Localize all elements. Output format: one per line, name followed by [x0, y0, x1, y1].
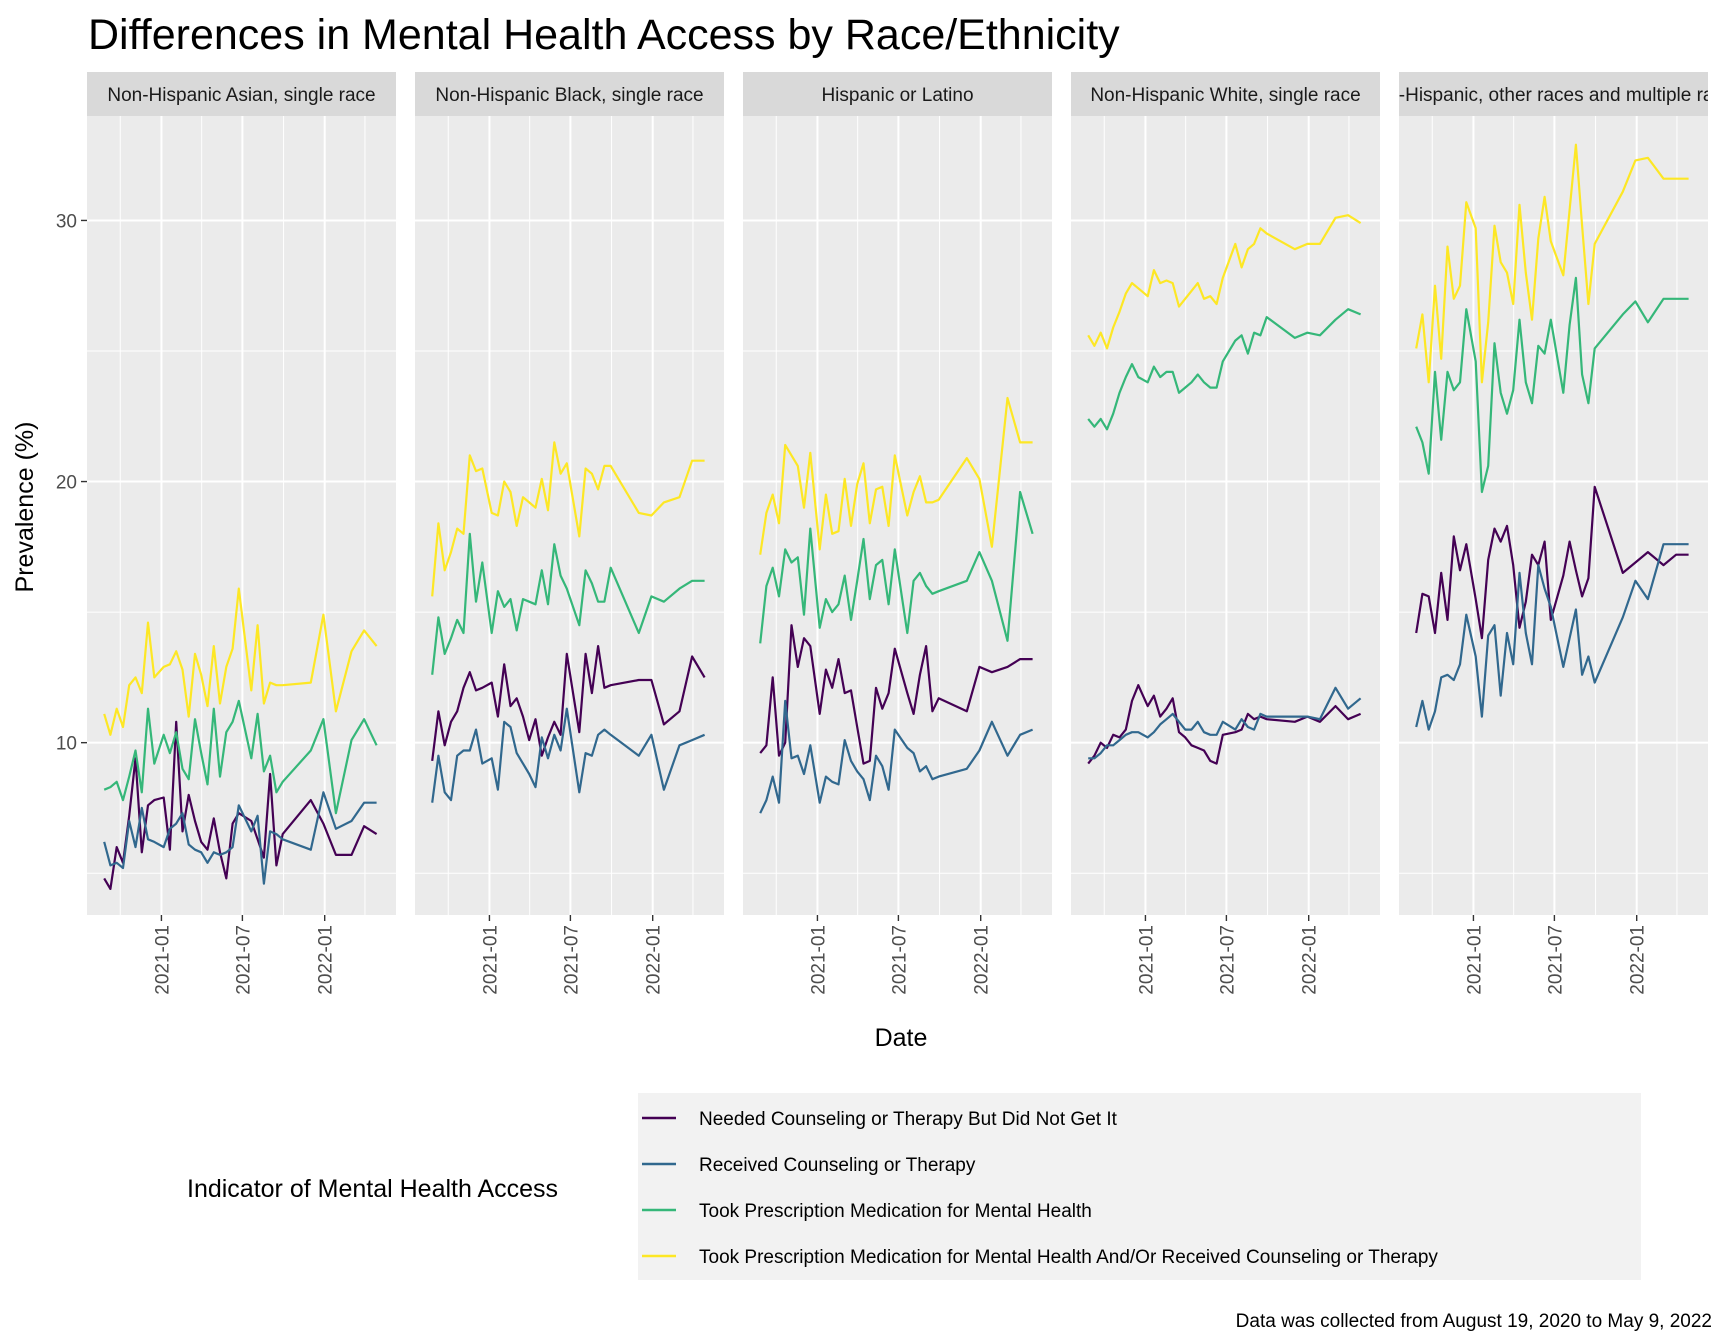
legend-key-background [638, 1093, 1641, 1280]
facet-strip [1399, 72, 1708, 116]
series-line [1088, 686, 1362, 760]
facet-strip-label: Non-Hispanic Asian, single race [107, 85, 375, 106]
series-line [103, 720, 378, 891]
facet-strip [1071, 72, 1380, 116]
legend-item: Took Prescription Medication for Mental … [642, 1247, 1438, 1268]
legend-label: Received Counseling or Therapy [699, 1155, 976, 1176]
x-tick-label: 2021-07 [233, 925, 254, 995]
y-tick-label: 30 [56, 211, 77, 232]
legend-entries: Needed Counseling or Therapy But Did Not… [642, 1109, 1438, 1268]
x-tick-label: 2022-01 [644, 925, 665, 995]
series-line [759, 699, 1034, 814]
facet-panel: Non-Hispanic White, single race 2021-01 20… [1071, 72, 1380, 995]
legend: Indicator of Mental Health Access Needed… [187, 1093, 1641, 1280]
series-line [1087, 308, 1362, 431]
series-line [1415, 543, 1689, 731]
series-line [759, 396, 1033, 555]
facet-panel: Non-Hispanic, other races and multiple r… [1364, 72, 1728, 995]
chart-caption: Data was collected from August 19, 2020 … [1236, 1311, 1712, 1332]
legend-item: Received Counseling or Therapy [642, 1155, 976, 1176]
series-line [759, 624, 1033, 765]
series-line [1415, 143, 1689, 384]
facet-strip [87, 72, 396, 116]
legend-label: Took Prescription Medication for Mental … [699, 1247, 1438, 1268]
x-tick-label: 2021-07 [561, 925, 582, 995]
legend-title: Indicator of Mental Health Access [187, 1175, 558, 1203]
series-line [1415, 485, 1689, 640]
facet-strip-label: Non-Hispanic White, single race [1090, 85, 1360, 106]
x-tick-label: 2021-01 [480, 925, 501, 995]
series-line [431, 532, 705, 675]
facet-panel: Non-Hispanic Black, single race 2021-01 20… [415, 72, 724, 995]
facet-panel: Hispanic or Latino 2021-01 2021-07 2022-01 [743, 72, 1052, 995]
facet-strip-label: Hispanic or Latino [821, 85, 973, 106]
series-line [431, 441, 705, 597]
x-tick-label: 2021-07 [889, 925, 910, 995]
y-axis-title: Prevalence (%) [11, 422, 39, 593]
x-tick-label: 2022-01 [316, 925, 337, 995]
x-tick-label: 2022-01 [972, 925, 993, 995]
x-tick-label: 2021-01 [152, 925, 173, 995]
facet-panel: Non-Hispanic Asian, single race 2021-01 20… [87, 72, 396, 995]
series-line [103, 699, 378, 815]
series-line [103, 791, 377, 885]
x-tick-label: 2022-01 [1628, 925, 1649, 995]
facet-strip [743, 72, 1052, 116]
series-line [431, 644, 706, 762]
x-tick-label: 2022-01 [1300, 925, 1321, 995]
y-tick-label: 20 [56, 473, 77, 494]
facet-strip [415, 72, 724, 116]
series-line [1087, 214, 1362, 350]
series-line [103, 587, 378, 736]
facet-panels: Non-Hispanic Asian, single race 2021-01 20… [87, 72, 1728, 995]
series-line [1415, 276, 1689, 494]
facet-strip-label: Non-Hispanic Black, single race [435, 85, 703, 106]
x-tick-label: 2021-01 [808, 925, 829, 995]
series-line [1087, 684, 1362, 765]
legend-label: Took Prescription Medication for Mental … [699, 1201, 1092, 1222]
y-axis: 10 20 30 [56, 211, 87, 755]
x-tick-label: 2021-07 [1217, 925, 1238, 995]
legend-item: Took Prescription Medication for Mental … [642, 1201, 1092, 1222]
facet-strip-label: Non-Hispanic, other races and multiple r… [1364, 85, 1728, 106]
x-tick-label: 2021-07 [1545, 925, 1566, 995]
x-tick-label: 2021-01 [1464, 925, 1485, 995]
x-axis-title: Date [875, 1024, 928, 1052]
x-tick-label: 2021-01 [1136, 925, 1157, 995]
y-tick-label: 10 [56, 734, 77, 755]
legend-item: Needed Counseling or Therapy But Did Not… [642, 1109, 1118, 1130]
series-line [431, 707, 706, 803]
series-line [759, 490, 1034, 644]
legend-label: Needed Counseling or Therapy But Did Not… [699, 1109, 1118, 1130]
chart-title: Differences in Mental Health Access by R… [88, 11, 1120, 59]
